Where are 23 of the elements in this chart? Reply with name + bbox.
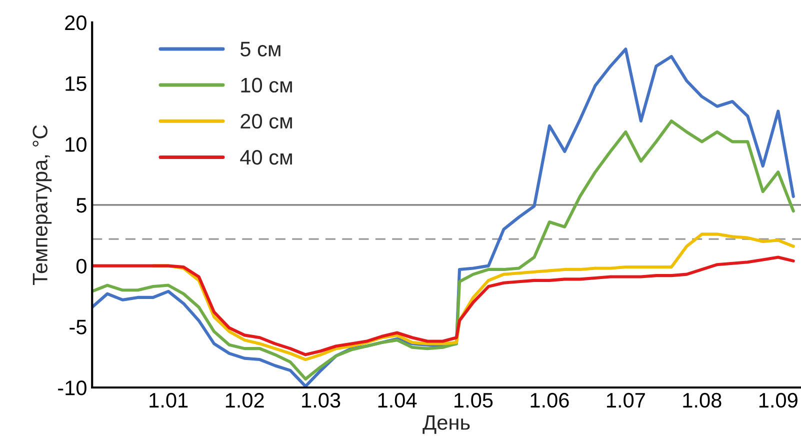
legend-label: 5 см — [240, 42, 280, 56]
y-tick-label: 10 — [66, 137, 86, 152]
x-tick-label: 1.07 — [607, 392, 645, 408]
x-tick-label: 1.09 — [759, 392, 798, 408]
x-tick-label: 1.06 — [530, 392, 569, 408]
x-tick-label: 1.01 — [150, 392, 188, 408]
legend-label: 40 см — [240, 150, 292, 165]
x-axis-title: День — [422, 415, 470, 434]
x-tick-label: 1.02 — [226, 392, 264, 408]
y-tick-label: 0 — [76, 258, 86, 274]
y-tick-label: 20 — [65, 15, 86, 30]
legend-label: 20 см — [240, 114, 292, 129]
y-tick-label: 15 — [66, 76, 86, 92]
line-series — [92, 256, 795, 356]
x-tick-label: 1.03 — [302, 392, 340, 408]
legend-label: 10 см — [241, 78, 292, 93]
x-tick-label: 1.04 — [378, 392, 417, 408]
y-axis-title: Температура, °C — [32, 125, 52, 286]
x-tick-label: 1.05 — [454, 392, 493, 408]
y-tick-label: 5 — [76, 198, 86, 213]
x-tick-label: 1.08 — [683, 392, 722, 408]
y-tick-label: -5 — [70, 320, 86, 334]
y-tick-label: -10 — [58, 380, 86, 396]
